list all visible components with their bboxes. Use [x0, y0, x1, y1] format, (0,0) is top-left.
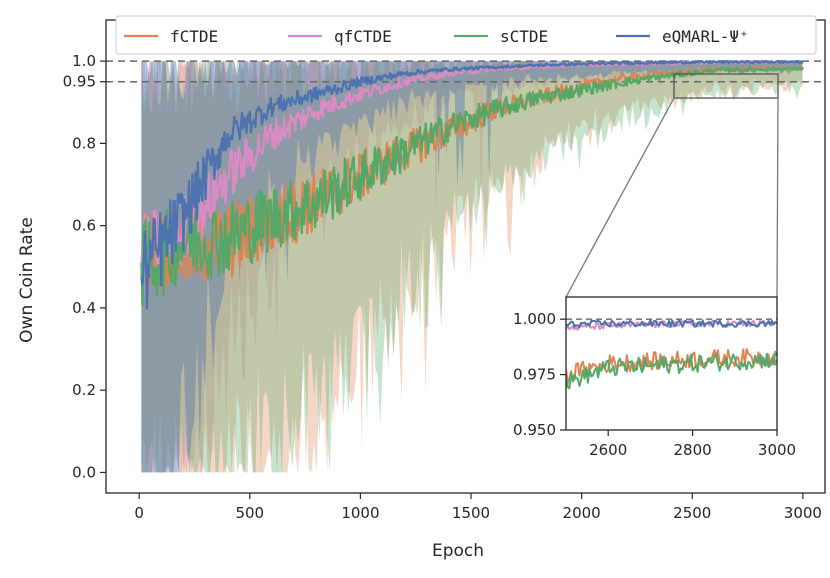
inset-x-ticks: 2600 2800 3000: [589, 430, 796, 459]
inset-y-tick-label: 0.975: [513, 366, 556, 384]
band-sctde: [141, 61, 803, 473]
x-axis-ticks: 0 500 1000 1500 2000 2500 3000: [134, 493, 822, 522]
zoom-region: [673, 73, 779, 99]
y-tick-label: 1.0: [72, 52, 96, 70]
inset-axes: 2600 2800 3000 0.950 0.975 1.000: [513, 296, 796, 459]
legend-item-fctde: fCTDE: [124, 27, 218, 46]
legend-item-qfctde: qfCTDE: [288, 27, 392, 46]
y-tick-label: 0.6: [72, 217, 96, 235]
legend-label: sCTDE: [500, 27, 548, 46]
x-tick-label: 3000: [784, 504, 822, 522]
y-tick-label: 0.2: [72, 381, 96, 399]
x-tick-label: 2500: [673, 504, 711, 522]
legend-label: fCTDE: [170, 27, 218, 46]
zoom-indicator: [565, 73, 779, 298]
inset-y-tick-label: 1.000: [513, 310, 556, 328]
x-tick-label: 0: [134, 504, 144, 522]
legend-label: eQMARL-Ψ⁺: [662, 27, 749, 46]
inset-x-tick-label: 2800: [674, 441, 712, 459]
inset-y-tick-label: 0.950: [513, 421, 556, 439]
legend-item-eqmarl: eQMARL-Ψ⁺: [616, 27, 749, 46]
legend-label: qfCTDE: [334, 27, 392, 46]
inset-line-eqmarl: [566, 319, 777, 329]
band-qfctde: [141, 61, 803, 473]
zoom-connector-right: [776, 97, 779, 298]
variance-bands: [141, 61, 803, 473]
x-tick-label: 1500: [452, 504, 490, 522]
inset-x-tick-label: 2600: [589, 441, 627, 459]
legend-item-sctde: sCTDE: [454, 27, 548, 46]
inset-series-lines: [566, 318, 777, 390]
y-axis-label: Own Coin Rate: [17, 217, 37, 343]
y-tick-label: 0.95: [63, 73, 96, 91]
zoom-connector-left: [565, 97, 675, 298]
inset-x-tick-label: 3000: [758, 441, 796, 459]
legend: fCTDE qfCTDE sCTDE eQMARL-Ψ⁺: [115, 15, 817, 55]
y-tick-label: 0.0: [72, 463, 96, 481]
x-tick-label: 1000: [341, 504, 379, 522]
series-lines: [140, 60, 804, 310]
y-tick-label: 0.8: [72, 134, 96, 152]
inset-y-ticks: 0.950 0.975 1.000: [513, 310, 566, 439]
band-fctde: [141, 61, 803, 473]
y-axis-ticks: 0.0 0.2 0.4 0.6 0.8 0.95 1.0: [63, 52, 106, 481]
inset-frame: [565, 296, 778, 431]
band-eqmarl: [141, 61, 803, 473]
x-tick-label: 500: [235, 504, 264, 522]
inset-line-sctde: [566, 350, 777, 390]
x-axis-label: Epoch: [432, 541, 484, 561]
y-tick-label: 0.4: [72, 299, 96, 317]
x-tick-label: 2000: [563, 504, 601, 522]
series-line-eqmarl: [140, 60, 804, 310]
plot-area: [105, 19, 826, 494]
